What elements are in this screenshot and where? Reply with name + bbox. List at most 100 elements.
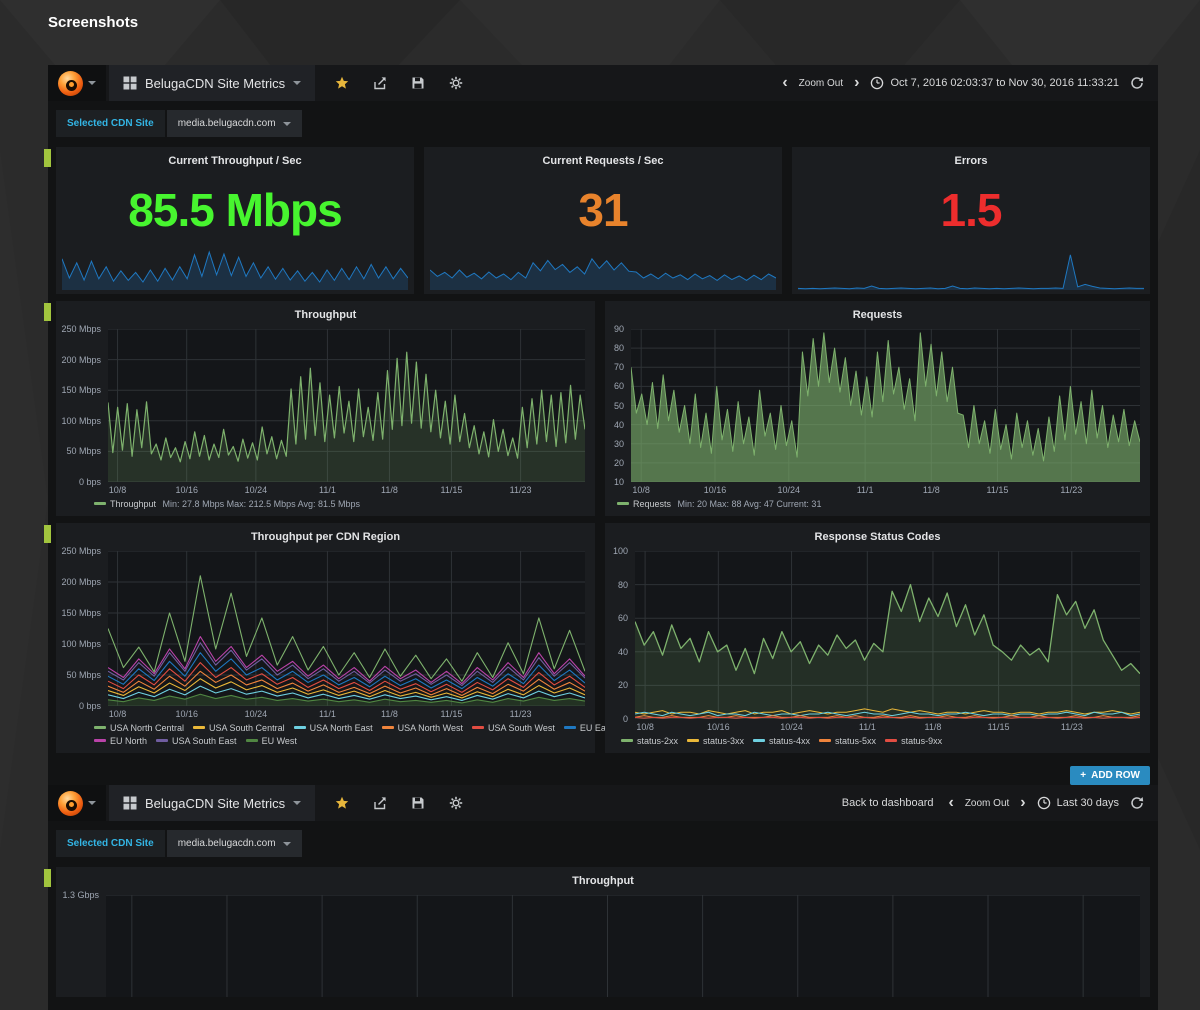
legend-item-usa-north-east[interactable]: USA North East	[293, 723, 373, 733]
panel-current-requests: Current Requests / Sec 31	[424, 147, 782, 294]
y-axis-label: 250 Mbps	[61, 546, 101, 556]
legend-item-status-3xx[interactable]: status-3xx	[687, 736, 744, 746]
chevron-left-icon[interactable]: ‹	[782, 74, 788, 91]
panel-title[interactable]: Response Status Codes	[814, 531, 941, 543]
refresh-icon[interactable]	[1130, 796, 1144, 810]
y-axis: 250 Mbps 200 Mbps 150 Mbps 100 Mbps 50 Mbps 0…	[56, 546, 108, 711]
panel-title[interactable]: Throughput	[294, 309, 357, 321]
time-controls: ‹ Zoom Out › Oct 7, 2016 02:03:37 to Nov…	[782, 75, 1158, 91]
caret-down-icon	[293, 81, 302, 85]
chart-plot-area[interactable]	[108, 551, 585, 706]
legend-item-throughput[interactable]: Throughput Min: 27.8 Mbps Max: 212.5 Mbp…	[94, 499, 360, 509]
legend-item-usa-north-central[interactable]: USA North Central	[94, 723, 184, 733]
save-icon[interactable]	[411, 796, 425, 810]
time-range-picker[interactable]: Oct 7, 2016 02:03:37 to Nov 30, 2016 11:…	[870, 76, 1119, 90]
variable-value-dropdown[interactable]: media.belugacdn.com	[166, 830, 302, 857]
dashboard-title-dropdown[interactable]: BelugaCDN Site Metrics	[109, 65, 316, 101]
x-axis-label: 11/8	[924, 722, 942, 732]
chart-plot-area[interactable]	[106, 895, 1140, 997]
chart-plot-area[interactable]	[635, 551, 1140, 719]
chart-plot-area[interactable]	[108, 329, 585, 482]
share-icon[interactable]	[373, 76, 387, 90]
save-icon[interactable]	[411, 76, 425, 90]
legend-swatch	[687, 739, 700, 742]
zoom-out-button[interactable]: Zoom Out	[964, 797, 1010, 809]
row-toggle[interactable]	[44, 525, 51, 543]
chart-legend: USA North Central USA South Central USA No…	[94, 721, 613, 753]
time-range-picker[interactable]: Last 30 days	[1037, 796, 1119, 810]
variable-label: Selected CDN Site	[56, 110, 165, 137]
settings-icon[interactable]	[449, 76, 463, 90]
dashboard-title-dropdown[interactable]: BelugaCDN Site Metrics	[109, 785, 316, 821]
x-axis-label: 11/1	[318, 709, 336, 719]
x-axis-label: 11/1	[858, 722, 876, 732]
sparkline	[62, 250, 408, 290]
legend-item-status-4xx[interactable]: status-4xx	[753, 736, 810, 746]
x-axis-label: 10/16	[175, 709, 198, 719]
navbar-actions	[335, 796, 463, 810]
chart-plot-area[interactable]	[631, 329, 1140, 482]
legend-item-status-5xx[interactable]: status-5xx	[819, 736, 876, 746]
legend-item-usa-south-east[interactable]: USA South East	[156, 736, 237, 746]
legend-item-eu-west[interactable]: EU West	[245, 736, 297, 746]
panel-title[interactable]: Current Requests / Sec	[542, 155, 664, 167]
dashboard-bottom: BelugaCDN Site Metrics Back to dashboard…	[44, 785, 1158, 1010]
dashboard-grid-icon	[123, 76, 137, 90]
panel-title[interactable]: Requests	[852, 309, 903, 321]
grafana-menu-button[interactable]	[48, 785, 106, 821]
y-axis: 1.3 Gbps	[56, 890, 106, 997]
caret-down-icon	[293, 801, 302, 805]
legend-item-status-9xx[interactable]: status-9xx	[885, 736, 942, 746]
x-axis-label: 11/23	[1060, 722, 1083, 732]
panel-title[interactable]: Throughput per CDN Region	[250, 531, 401, 543]
y-axis-label: 10	[613, 477, 624, 487]
legend-swatch	[471, 726, 484, 729]
row-graphs-bottom: Throughput 1.3 Gbps	[44, 867, 1150, 997]
legend-swatch	[617, 502, 629, 505]
y-axis-label: 40	[617, 646, 628, 657]
legend-item-usa-south-central[interactable]: USA South Central	[193, 723, 285, 733]
page-title: Screenshots	[48, 14, 139, 31]
chevron-right-icon[interactable]: ›	[854, 74, 860, 91]
back-to-dashboard-link[interactable]: Back to dashboard	[841, 797, 934, 809]
star-icon[interactable]	[335, 796, 349, 810]
x-axis: 10/8 10/16 10/24 11/1 11/8 11/15 11/23	[108, 706, 585, 721]
grafana-logo-icon	[58, 70, 83, 96]
panel-title[interactable]: Current Throughput / Sec	[168, 155, 302, 167]
panel-errors: Errors 1.5	[792, 147, 1150, 294]
legend-item-usa-north-west[interactable]: USA North West	[381, 723, 463, 733]
settings-icon[interactable]	[449, 796, 463, 810]
variable-value-dropdown[interactable]: media.belugacdn.com	[166, 110, 302, 137]
x-axis-label: 10/24	[780, 722, 803, 732]
legend-item-eu-east[interactable]: EU East	[563, 723, 613, 733]
star-icon[interactable]	[335, 76, 349, 90]
panel-title[interactable]: Errors	[954, 155, 988, 167]
y-axis-label: 20	[617, 680, 628, 691]
x-axis-label: 10/16	[703, 485, 727, 495]
legend-item-eu-north[interactable]: EU North	[94, 736, 147, 746]
row-toggle[interactable]	[44, 869, 51, 887]
chart-legend: Throughput Min: 27.8 Mbps Max: 212.5 Mbp…	[94, 497, 595, 516]
clock-icon	[1037, 796, 1050, 810]
refresh-icon[interactable]	[1130, 76, 1144, 90]
legend-item-usa-south-west[interactable]: USA South West	[471, 723, 555, 733]
y-axis-label: 100 Mbps	[61, 639, 101, 649]
share-icon[interactable]	[373, 796, 387, 810]
row-toggle[interactable]	[44, 303, 51, 321]
chevron-right-icon[interactable]: ›	[1020, 794, 1026, 811]
zoom-out-button[interactable]: Zoom Out	[798, 77, 844, 89]
grafana-menu-button[interactable]	[48, 65, 106, 101]
y-axis-label: 50	[613, 400, 624, 411]
chevron-left-icon[interactable]: ‹	[948, 794, 954, 811]
row-toggle[interactable]	[44, 149, 51, 167]
panel-title[interactable]: Throughput	[572, 875, 634, 887]
legend-swatch	[245, 739, 258, 742]
y-axis-label: 60	[613, 381, 624, 392]
time-range-text: Oct 7, 2016 02:03:37 to Nov 30, 2016 11:…	[890, 77, 1119, 89]
add-row-button[interactable]: + ADD ROW	[1070, 766, 1150, 785]
legend-item-status-2xx[interactable]: status-2xx	[621, 736, 678, 746]
y-axis-label: 100 Mbps	[61, 415, 101, 426]
legend-item-requests[interactable]: Requests Min: 20 Max: 88 Avg: 47 Current…	[617, 499, 821, 509]
y-axis-label: 60	[617, 613, 628, 624]
panel-throughput-per-region-graph: Throughput per CDN Region 250 Mbps 200 Mb…	[56, 523, 613, 753]
